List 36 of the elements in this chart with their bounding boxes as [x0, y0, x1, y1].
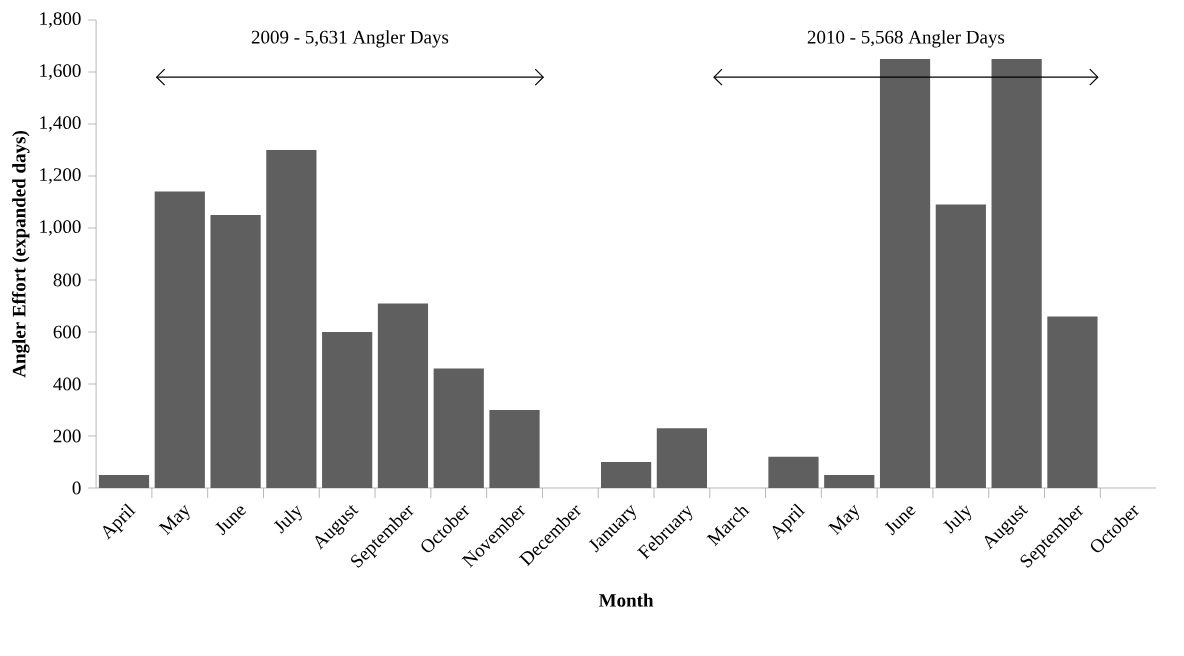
- x-tick-label: June: [884, 506, 916, 536]
- bar: [768, 456, 819, 488]
- bar: [266, 149, 317, 488]
- y-tick-label: 0: [72, 481, 81, 495]
- y-tick-label: 1,600: [40, 64, 81, 80]
- y-axis-title: Angler Effort (expanded days): [11, 131, 30, 378]
- x-tick-label: June: [215, 506, 247, 536]
- annotation: 2009 - 5,631 Angler Days: [251, 30, 449, 48]
- bar: [98, 474, 150, 488]
- bar: [601, 461, 652, 488]
- x-tick-label: May: [827, 504, 860, 536]
- y-tick-label: 1,000: [40, 220, 81, 236]
- y-tick-label: 200: [53, 429, 81, 443]
- x-axis-title: Month: [598, 593, 654, 607]
- bar: [935, 204, 986, 488]
- annotation: 2010 - 5,568 Angler Days: [807, 30, 1005, 48]
- bar: [824, 474, 875, 488]
- bar: [322, 331, 373, 488]
- x-tick-label: July: [943, 505, 972, 534]
- bar: [489, 409, 540, 488]
- y-tick-label: 1,400: [40, 116, 81, 132]
- bar: [433, 368, 484, 488]
- bar: [879, 58, 931, 488]
- y-tick-label: 1,200: [40, 168, 81, 184]
- bar: [154, 191, 205, 488]
- bar: [991, 58, 1042, 488]
- x-tick-label: July: [273, 505, 302, 534]
- y-tick-label: 800: [53, 273, 81, 287]
- bar: [210, 214, 261, 488]
- y-tick-label: 600: [53, 325, 81, 339]
- bar: [1047, 316, 1098, 488]
- y-tick-label: 400: [53, 377, 81, 391]
- bar: [656, 428, 707, 488]
- bar: [377, 303, 429, 488]
- y-tick-label: 1,800: [40, 12, 81, 28]
- x-tick-label: May: [158, 504, 190, 536]
